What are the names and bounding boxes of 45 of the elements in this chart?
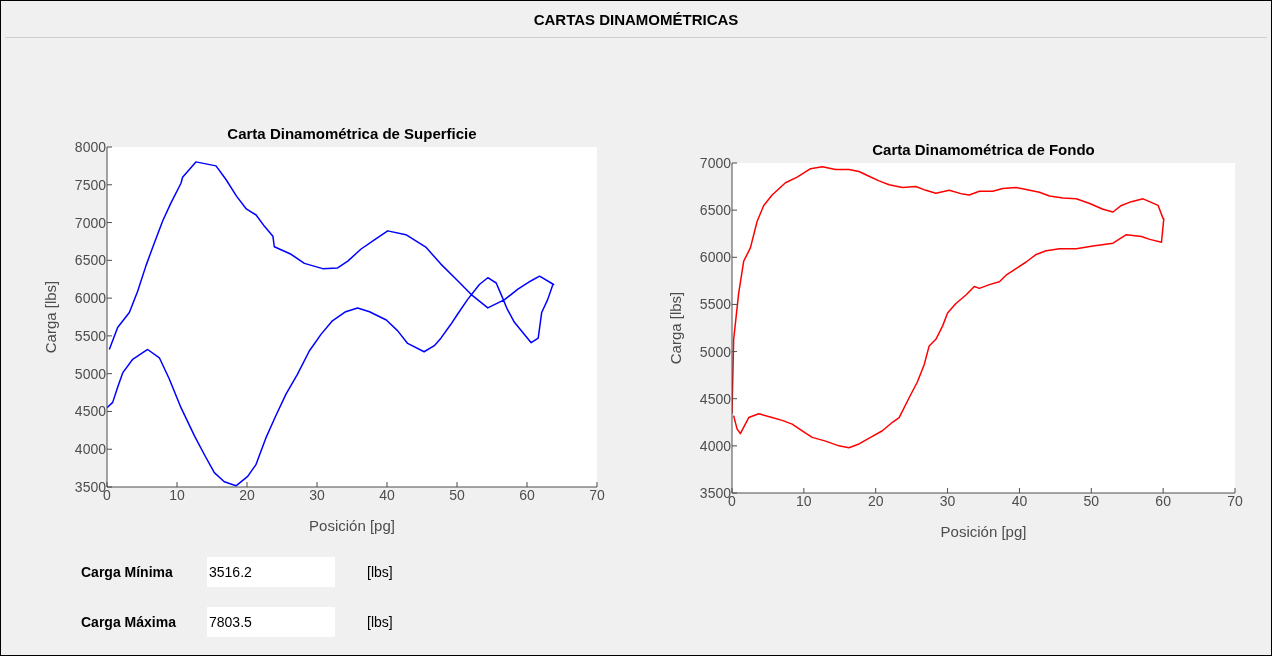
y-tick-label: 4500 (74, 403, 107, 420)
line-series (107, 161, 555, 487)
x-tick-label: 50 (1083, 492, 1100, 509)
text: 3516.2 (207, 557, 335, 587)
text: Carga Máxima (81, 614, 177, 630)
y-tick-label: 6000 (74, 290, 107, 307)
text: [lbs] (367, 564, 393, 580)
y-tick-label: 7000 (74, 214, 107, 231)
y-tick-label: 6000 (699, 249, 732, 266)
y-tick-label: 4500 (699, 390, 732, 407)
chart-title: Carta Dinamométrica de Fondo (871, 141, 1096, 158)
text: CARTAS DINAMOMÉTRICAS (5, 1, 1267, 38)
text: Carga Mínima (81, 564, 174, 580)
y-tick-label: 5500 (74, 327, 107, 344)
x-tick-label: 20 (867, 492, 884, 509)
y-tick-label: 5000 (699, 343, 732, 360)
y-tick-label: 6500 (699, 202, 732, 219)
x-tick-label: 50 (449, 486, 465, 503)
y-tick-label: 4000 (74, 441, 107, 458)
y-tick-label: 7000 (699, 154, 732, 171)
text: 7803.5 (207, 607, 335, 637)
x-tick-label: 10 (169, 486, 185, 503)
y-tick-label: 5500 (699, 296, 732, 313)
y-tick-label: 8000 (74, 138, 107, 155)
x-tick-label: 60 (519, 486, 535, 503)
text: [lbs] (367, 614, 393, 630)
chart-title: Carta Dinamométrica de Superficie (226, 125, 478, 142)
x-axis-title: Posición [pg] (940, 523, 1027, 540)
y-tick-label: 4000 (699, 437, 732, 454)
x-tick-label: 30 (939, 492, 956, 509)
y-axis-title: Carga [lbs] (667, 291, 685, 365)
y-tick-label: 7500 (74, 176, 107, 193)
x-tick-label: 40 (379, 486, 395, 503)
line-series (732, 166, 1165, 449)
x-tick-label: 70 (1227, 492, 1243, 509)
y-tick-label: 6500 (74, 252, 107, 269)
x-tick-label: 20 (239, 486, 255, 503)
x-axis-title: Posición [pg] (309, 517, 395, 534)
x-tick-label: 70 (589, 486, 605, 503)
y-tick-label: 5000 (74, 365, 107, 382)
x-tick-label: 60 (1155, 492, 1172, 509)
x-tick-label: 40 (1011, 492, 1028, 509)
x-tick-label: 10 (796, 492, 812, 509)
x-tick-label: 30 (309, 486, 325, 503)
y-axis-title: Carga [lbs] (42, 280, 60, 354)
